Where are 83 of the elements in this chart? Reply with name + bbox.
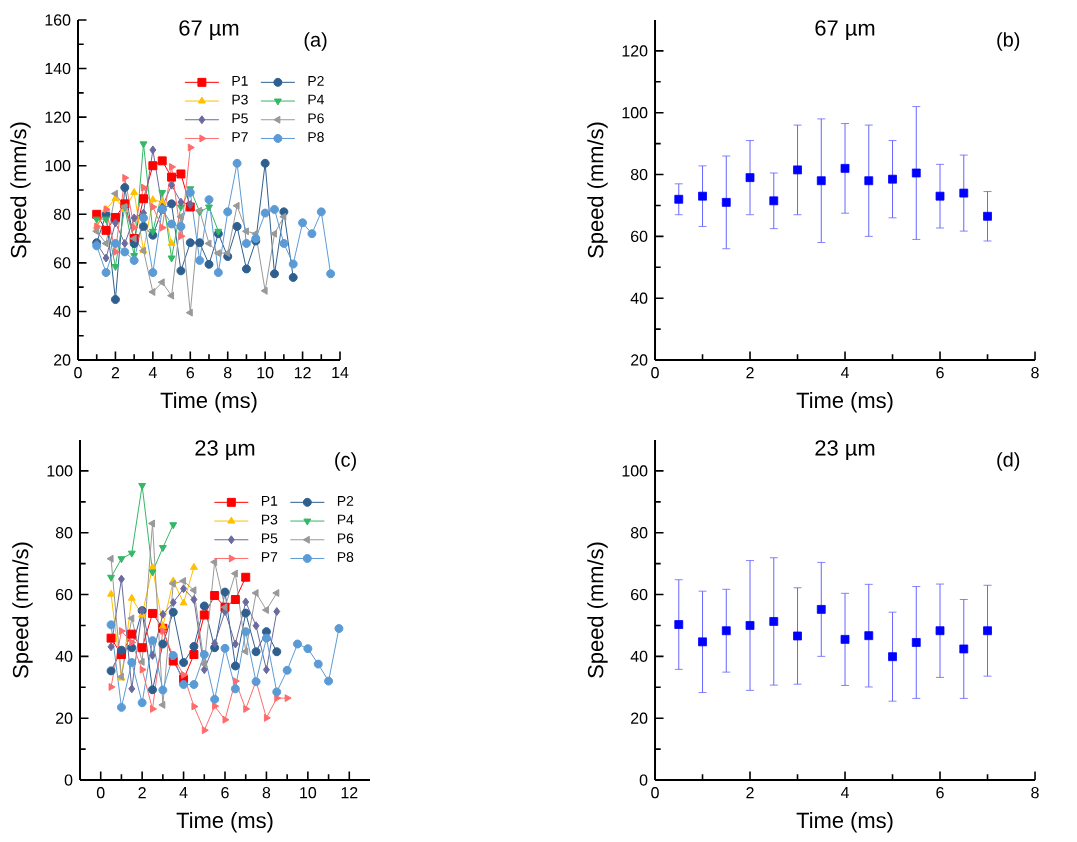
- x-tick-label: 0: [74, 367, 82, 379]
- x-tick-label: 6: [936, 787, 944, 799]
- x-tick-label: 14: [332, 367, 349, 379]
- y-tick-label: 60: [631, 230, 648, 242]
- x-tick-label: 8: [1031, 367, 1039, 379]
- y-tick-label: 0: [639, 774, 648, 786]
- x-tick-label: 2: [138, 787, 146, 799]
- y-tick-label: 20: [631, 354, 648, 366]
- legend-label: P5: [232, 113, 248, 124]
- legend-label: P4: [337, 514, 354, 525]
- x-tick-label: 0: [651, 787, 659, 799]
- annotation: (c): [335, 452, 356, 471]
- y-tick-label: 100: [47, 465, 73, 477]
- x-tick-label: 12: [294, 367, 311, 379]
- x-tick-label: 8: [1031, 787, 1039, 799]
- legend-label: P1: [261, 496, 278, 506]
- legend-label: P7: [261, 552, 278, 562]
- chart-title: 67 µm: [815, 20, 875, 41]
- y-tick-label: 20: [54, 354, 71, 366]
- y-tick-label: 60: [54, 257, 71, 269]
- y-tick-label: 40: [55, 650, 73, 663]
- legend-label: P3: [232, 94, 248, 105]
- x-tick-label: 6: [221, 787, 229, 799]
- legend-label: P8: [337, 552, 354, 562]
- legend-label: P8: [308, 132, 324, 142]
- y-tick-label: 120: [45, 111, 71, 123]
- y-tick-label: 20: [56, 712, 73, 724]
- x-tick-label: 2: [746, 367, 754, 379]
- chart-title: 23 µm: [195, 440, 255, 461]
- legend-label: P5: [261, 533, 278, 544]
- legend-label: P1: [232, 76, 248, 86]
- y-tick-label: 40: [53, 305, 71, 318]
- legend-label: P7: [232, 132, 248, 142]
- y-tick-label: 100: [622, 107, 648, 119]
- legend-label: P6: [308, 113, 324, 124]
- x-tick-label: 12: [341, 787, 358, 799]
- annotation: (b): [997, 32, 1020, 51]
- x-tick-label: 6: [936, 367, 944, 379]
- y-tick-label: 160: [45, 14, 71, 26]
- y-axis-title: Speed (mm/s): [587, 542, 608, 678]
- x-tick-label: 2: [746, 787, 754, 799]
- x-axis-title: Time (ms): [796, 392, 893, 413]
- x-tick-label: 4: [179, 787, 188, 799]
- y-axis-title: Speed (mm/s): [587, 122, 608, 258]
- x-tick-label: 8: [262, 787, 271, 799]
- y-axis-title: Speed (mm/s): [10, 122, 31, 258]
- x-tick-label: 4: [148, 367, 157, 379]
- x-tick-label: 8: [223, 367, 232, 379]
- annotation: (a): [304, 32, 327, 51]
- y-tick-label: 80: [630, 527, 648, 539]
- x-tick-label: 0: [96, 787, 105, 799]
- x-axis-title: Time (ms): [796, 812, 893, 833]
- y-tick-label: 120: [622, 45, 648, 57]
- y-tick-label: 20: [631, 712, 648, 724]
- x-axis-title: Time (ms): [176, 812, 273, 833]
- y-tick-label: 100: [622, 465, 648, 477]
- annotation: (d): [997, 452, 1020, 471]
- x-tick-label: 4: [840, 787, 849, 799]
- y-tick-label: 60: [631, 588, 648, 601]
- y-tick-label: 40: [630, 650, 648, 663]
- y-tick-label: 80: [630, 168, 648, 181]
- legend-label: P6: [337, 533, 354, 544]
- x-tick-label: 2: [111, 367, 120, 379]
- y-tick-label: 100: [45, 160, 71, 172]
- y-tick-label: 80: [55, 527, 73, 539]
- chart-title: 67 µm: [179, 20, 239, 41]
- legend-label: P2: [337, 496, 354, 506]
- y-axis-title: Speed (mm/s): [12, 542, 33, 678]
- y-tick-label: 0: [64, 774, 73, 786]
- y-tick-label: 140: [45, 62, 71, 75]
- legend-label: P4: [308, 94, 324, 105]
- x-tick-label: 6: [186, 367, 195, 379]
- x-tick-label: 10: [300, 787, 317, 799]
- y-tick-label: 60: [56, 588, 73, 601]
- legend-label: P2: [308, 75, 324, 86]
- x-axis-title: Time (ms): [160, 392, 257, 413]
- y-tick-label: 40: [630, 292, 648, 304]
- legend-label: P3: [261, 514, 278, 525]
- x-tick-label: 10: [257, 367, 274, 379]
- x-tick-label: 0: [651, 367, 659, 379]
- chart-title: 23 µm: [815, 440, 875, 461]
- y-tick-label: 80: [53, 208, 71, 220]
- x-tick-label: 4: [840, 367, 849, 379]
